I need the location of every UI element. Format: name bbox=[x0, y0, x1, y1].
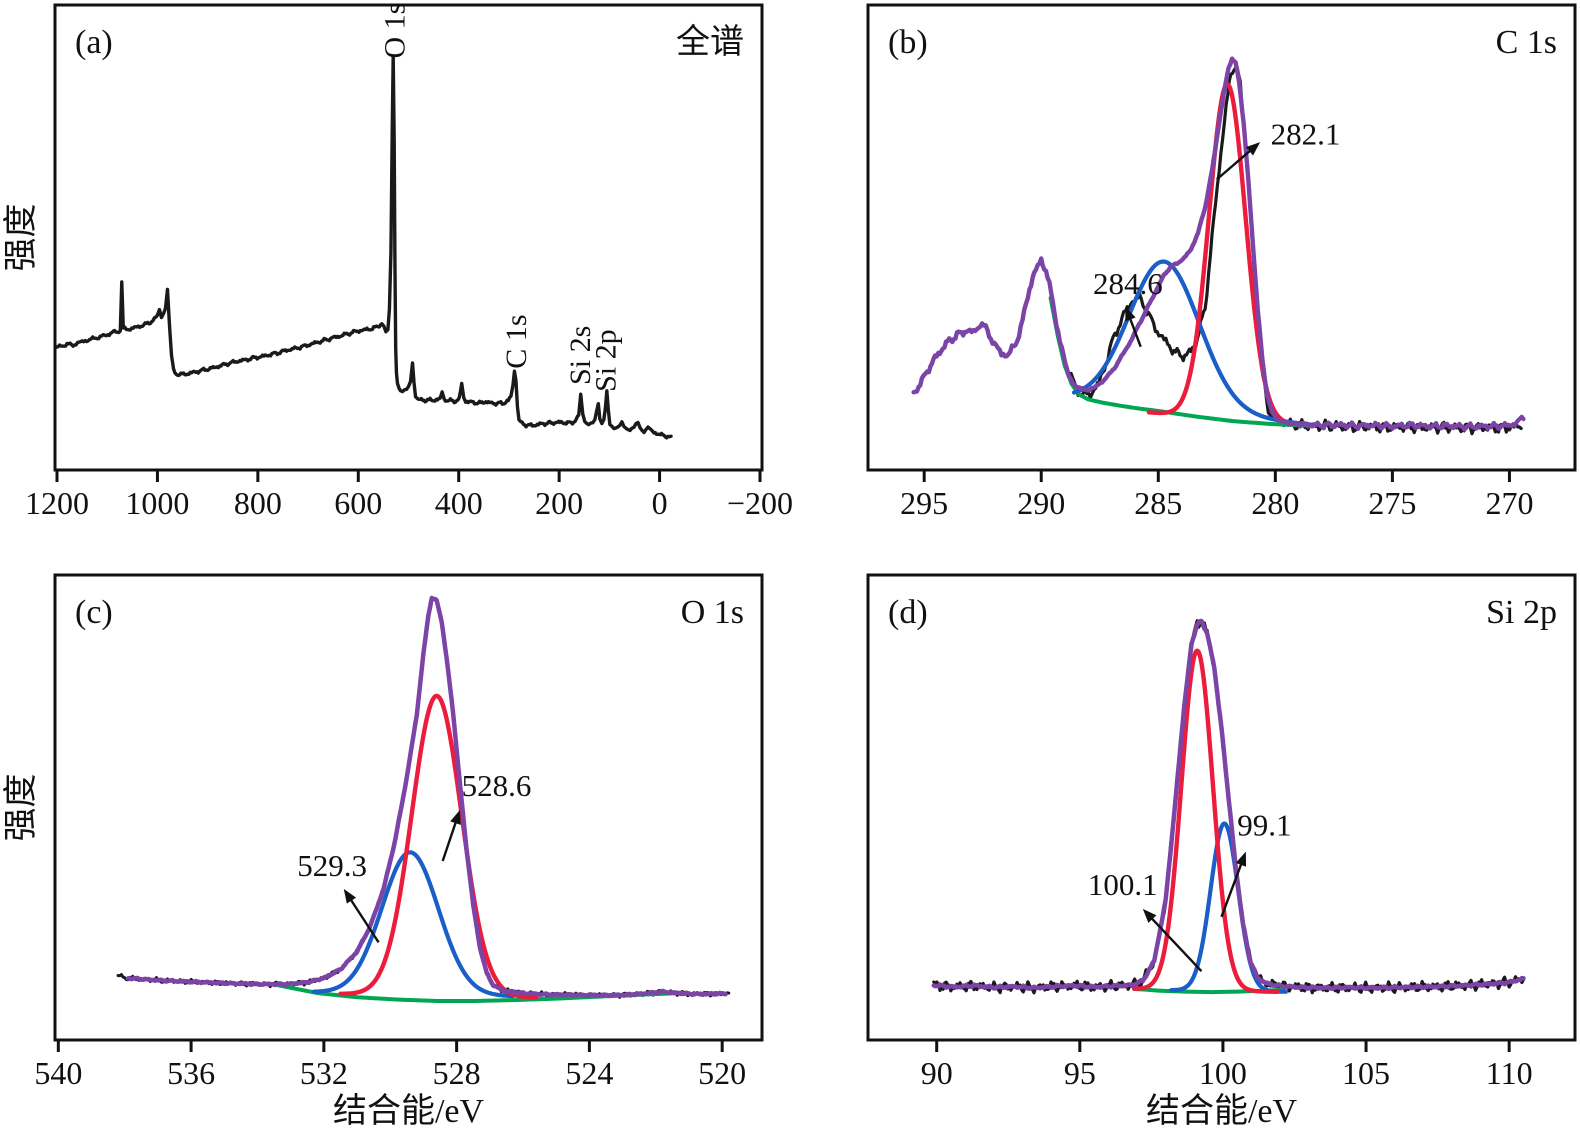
x-tick-label: 200 bbox=[535, 485, 583, 521]
x-tick-label: −200 bbox=[727, 485, 793, 521]
x-tick-label: 532 bbox=[300, 1055, 348, 1091]
panel-d: 90 95 100 105 110 结合能/eV (d) Si 2p 99.1 100.1 bbox=[866, 573, 1577, 1130]
panel-a: 1200 1000 800 600 400 200 0 −200 强度 (a) 全谱 O 1s C 1s… bbox=[2, 3, 793, 521]
plot-border-a bbox=[53, 3, 764, 472]
x-tick-label: 524 bbox=[565, 1055, 613, 1091]
x-tick-label: 540 bbox=[34, 1055, 82, 1091]
panel-title-c: O 1s bbox=[681, 594, 744, 631]
annotation-arrow-line bbox=[441, 818, 458, 862]
x-tick-label: 0 bbox=[652, 485, 668, 521]
x-tick-label: 110 bbox=[1486, 1055, 1533, 1091]
annotation-arrowhead bbox=[1235, 851, 1247, 867]
annotation-arrow-line bbox=[348, 896, 380, 944]
x-tick-label: 285 bbox=[1134, 485, 1182, 521]
annotation-arrow-line bbox=[1127, 315, 1142, 348]
x-tick-label: 1000 bbox=[125, 485, 189, 521]
x-tick-label: 536 bbox=[167, 1055, 215, 1091]
annotation-arrow-line bbox=[1216, 147, 1254, 181]
annotation-arrowhead bbox=[450, 809, 461, 825]
annotation-text: 529.3 bbox=[297, 848, 367, 883]
peak-label-o-1s: O 1s bbox=[378, 3, 411, 59]
annotation-arrowhead bbox=[1125, 306, 1136, 322]
y-axis-title: 强度 bbox=[2, 774, 40, 842]
annotation-arrow-line bbox=[1220, 860, 1244, 918]
plot-border-d bbox=[866, 573, 1577, 1042]
annotation-text: 284.6 bbox=[1093, 266, 1163, 301]
panel-d-curves bbox=[931, 618, 1526, 995]
panel-a-curves bbox=[56, 54, 673, 440]
annotation-99-1: 99.1 bbox=[1220, 807, 1291, 918]
annotation-arrowhead bbox=[343, 888, 357, 904]
series-baseline-b bbox=[1048, 295, 1311, 428]
x-tick-label: 90 bbox=[921, 1055, 953, 1091]
x-tick-label: 1200 bbox=[25, 485, 89, 521]
x-tick-label: 280 bbox=[1251, 485, 1299, 521]
panel-b-curves bbox=[911, 56, 1526, 436]
x-tick-label: 800 bbox=[234, 485, 282, 521]
x-tick-label: 528 bbox=[433, 1055, 481, 1091]
peak-label-si-2p: Si 2p bbox=[589, 329, 622, 392]
x-tick-label: 400 bbox=[435, 485, 483, 521]
annotation-284-6: 284.6 bbox=[1093, 266, 1163, 348]
annotation-text: 282.1 bbox=[1271, 117, 1341, 152]
x-tick-label: 275 bbox=[1368, 485, 1416, 521]
annotation-text: 100.1 bbox=[1088, 867, 1158, 902]
annotation-arrowhead bbox=[1142, 908, 1157, 923]
panel-letter-c: (c) bbox=[75, 594, 113, 631]
panel-b: 295 290 285 280 275 270 (b) C 1s 282.1 284.6 bbox=[866, 3, 1577, 521]
x-tick-label: 95 bbox=[1064, 1055, 1096, 1091]
series-envelope-c bbox=[125, 595, 728, 999]
annotation-text: 99.1 bbox=[1237, 807, 1291, 842]
series-fit-component-529-3-c bbox=[311, 850, 516, 999]
series-envelope-d bbox=[931, 618, 1526, 992]
annotation-529-3: 529.3 bbox=[297, 848, 380, 944]
annotation-528-6: 528.6 bbox=[441, 768, 532, 862]
x-axis-title: 结合能/eV bbox=[333, 1092, 485, 1130]
y-axis-title: 强度 bbox=[2, 204, 40, 272]
annotation-arrowhead bbox=[1245, 142, 1261, 156]
series-envelope-b bbox=[1071, 56, 1301, 427]
x-tick-label: 520 bbox=[698, 1055, 746, 1091]
series-fit-component-100-1-d bbox=[1169, 821, 1288, 994]
series-envelope-right-b bbox=[1296, 414, 1526, 432]
series-envelope-left-b bbox=[911, 256, 1077, 395]
series-fit-component-528-6-c bbox=[338, 693, 539, 1000]
annotation-100-1: 100.1 bbox=[1088, 867, 1203, 973]
peak-label-si-2s: Si 2s bbox=[564, 326, 597, 385]
series-fit-component-284-6-b bbox=[1071, 259, 1315, 427]
panel-letter-a: (a) bbox=[75, 24, 113, 61]
x-tick-label: 270 bbox=[1485, 485, 1533, 521]
panel-letter-d: (d) bbox=[888, 594, 928, 631]
panel-title-d: Si 2p bbox=[1486, 594, 1557, 631]
panel-title-b: C 1s bbox=[1496, 24, 1557, 61]
annotation-arrow-line bbox=[1148, 915, 1203, 973]
annotation-282-1: 282.1 bbox=[1216, 117, 1341, 181]
x-tick-label: 105 bbox=[1342, 1055, 1390, 1091]
series-fit-component-99-1-d bbox=[1132, 648, 1280, 995]
plot-border-c bbox=[53, 573, 764, 1042]
x-tick-label: 100 bbox=[1199, 1055, 1247, 1091]
panel-title-a: 全谱 bbox=[676, 23, 744, 61]
x-tick-label: 295 bbox=[900, 485, 948, 521]
series-survey-spectrum-a bbox=[56, 54, 673, 440]
panel-c-curves bbox=[116, 595, 731, 1003]
panel-c: 540 536 532 528 524 520 结合能/eV 强度 (c) O 1s 528.6 52… bbox=[2, 573, 764, 1130]
peak-label-c-1s: C 1s bbox=[500, 314, 533, 368]
x-axis-title: 结合能/eV bbox=[1146, 1092, 1298, 1130]
panel-letter-b: (b) bbox=[888, 24, 928, 61]
plot-border-b bbox=[866, 3, 1577, 472]
x-tick-label: 600 bbox=[334, 485, 382, 521]
annotation-text: 528.6 bbox=[462, 768, 532, 803]
x-tick-label: 290 bbox=[1017, 485, 1065, 521]
